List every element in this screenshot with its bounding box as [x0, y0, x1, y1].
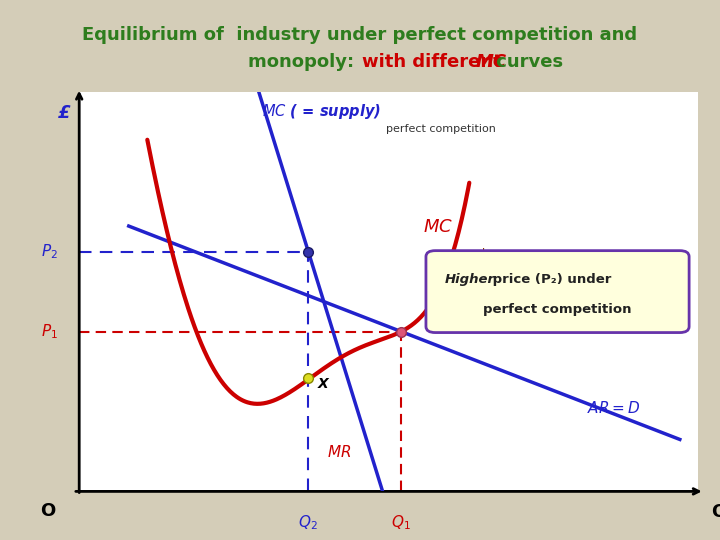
Text: MC: MC [475, 53, 506, 71]
Text: $MR$: $MR$ [327, 444, 351, 461]
Text: $Q_2$: $Q_2$ [299, 514, 318, 532]
Text: monopoly: monopoly [435, 248, 493, 261]
Text: $Q_1$: $Q_1$ [392, 514, 411, 532]
Text: monopoly:: monopoly: [248, 53, 360, 71]
Text: £: £ [58, 104, 70, 122]
Text: perfect competition: perfect competition [483, 303, 631, 316]
Text: Higher: Higher [444, 273, 495, 286]
Text: perfect competition: perfect competition [386, 124, 495, 134]
Text: price (P₂) under: price (P₂) under [488, 273, 611, 286]
Text: O: O [40, 502, 56, 521]
Text: $MC$ ( = supply): $MC$ ( = supply) [262, 102, 381, 121]
Text: X: X [318, 376, 328, 390]
Text: Q: Q [711, 502, 720, 521]
Text: $P_1$: $P_1$ [40, 322, 58, 341]
Text: $P_2$: $P_2$ [40, 242, 58, 261]
Text: Equilibrium of  industry under perfect competition and: Equilibrium of industry under perfect co… [82, 26, 638, 44]
Text: with different: with different [362, 53, 508, 71]
Text: curves: curves [490, 53, 563, 71]
Text: $AR = D$: $AR = D$ [587, 401, 641, 416]
FancyBboxPatch shape [426, 251, 689, 333]
Text: $MC$: $MC$ [423, 218, 453, 235]
